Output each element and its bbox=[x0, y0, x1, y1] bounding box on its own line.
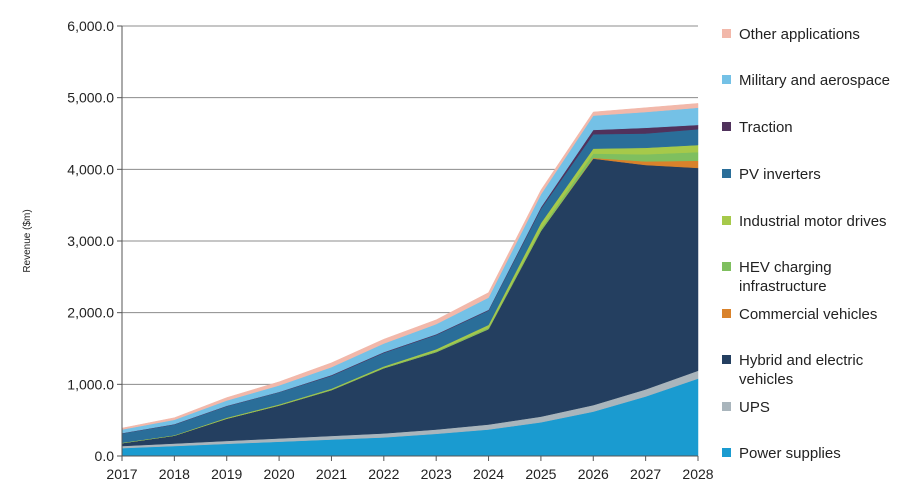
legend-item-hybrid-and-electric-vehicles: Hybrid and electric vehicles bbox=[722, 351, 915, 389]
y-axis-label: Revenue ($m) bbox=[22, 209, 33, 272]
y-tick-label: 0.0 bbox=[95, 448, 115, 464]
x-tick-label: 2021 bbox=[316, 466, 347, 482]
y-tick-label: 4,000.0 bbox=[67, 161, 114, 177]
legend-label: Military and aerospace bbox=[739, 72, 890, 89]
legend-swatch bbox=[722, 309, 731, 318]
legend-item-ups: UPS bbox=[722, 398, 915, 417]
legend-item-hev-charging-infrastructure: HEV charging infrastructure bbox=[722, 258, 915, 296]
x-tick-labels: 2017 2018 2019 2020 2021 2022 2023 2024 2025 2026… bbox=[106, 456, 714, 482]
legend-label: Power supplies bbox=[739, 445, 841, 462]
legend-swatch bbox=[722, 169, 731, 178]
y-tick-label: 6,000.0 bbox=[67, 18, 114, 34]
x-tick-label: 2023 bbox=[421, 466, 452, 482]
legend-label: Traction bbox=[739, 119, 793, 136]
legend-item-military-and-aerospace: Military and aerospace bbox=[722, 71, 915, 90]
x-tick-label: 2019 bbox=[211, 466, 242, 482]
x-tick-label: 2018 bbox=[159, 466, 190, 482]
legend-label: Commercial vehicles bbox=[739, 306, 878, 323]
legend-label: Other applications bbox=[739, 26, 860, 43]
legend-label: HEV charging infrastructure bbox=[739, 259, 832, 295]
x-tick-label: 2022 bbox=[368, 466, 399, 482]
legend-label: Industrial motor drives bbox=[739, 213, 887, 230]
legend-item-commercial-vehicles: Commercial vehicles bbox=[722, 305, 915, 324]
axes bbox=[121, 26, 698, 457]
legend-label: PV inverters bbox=[739, 166, 821, 183]
x-tick-label: 2025 bbox=[525, 466, 556, 482]
legend-swatch bbox=[722, 448, 731, 457]
legend-item-industrial-motor-drives: Industrial motor drives bbox=[722, 212, 915, 231]
x-tick-label: 2027 bbox=[630, 466, 661, 482]
x-tick-label: 2026 bbox=[578, 466, 609, 482]
area-other-applications bbox=[121, 103, 699, 430]
y-tick-label: 5,000.0 bbox=[67, 90, 114, 106]
legend-swatch bbox=[722, 355, 731, 364]
x-tick-label: 2020 bbox=[264, 466, 295, 482]
y-tick-label: 1,000.0 bbox=[67, 376, 114, 392]
legend-swatch bbox=[722, 262, 731, 271]
x-tick-label: 2017 bbox=[106, 466, 137, 482]
legend-item-other-applications: Other applications bbox=[722, 25, 915, 44]
legend-swatch bbox=[722, 29, 731, 38]
legend-label: Hybrid and electric vehicles bbox=[739, 352, 864, 388]
legend-swatch bbox=[722, 216, 731, 225]
y-tick-label: 2,000.0 bbox=[67, 305, 114, 321]
legend-item-power-supplies: Power supplies bbox=[722, 444, 915, 463]
x-tick-label: 2024 bbox=[473, 466, 504, 482]
legend-swatch bbox=[722, 75, 731, 84]
legend-swatch bbox=[722, 402, 731, 411]
y-tick-labels: 0.0 1,000.0 2,000.0 3,000.0 4,000.0 5,000.0 6,… bbox=[67, 18, 114, 464]
legend-swatch bbox=[722, 122, 731, 131]
legend-label: UPS bbox=[739, 399, 770, 416]
y-tick-label: 3,000.0 bbox=[67, 233, 114, 249]
legend-item-pv-inverters: PV inverters bbox=[722, 165, 915, 184]
x-tick-label: 2028 bbox=[682, 466, 713, 482]
legend-item-traction: Traction bbox=[722, 118, 915, 137]
area-series bbox=[121, 103, 699, 457]
